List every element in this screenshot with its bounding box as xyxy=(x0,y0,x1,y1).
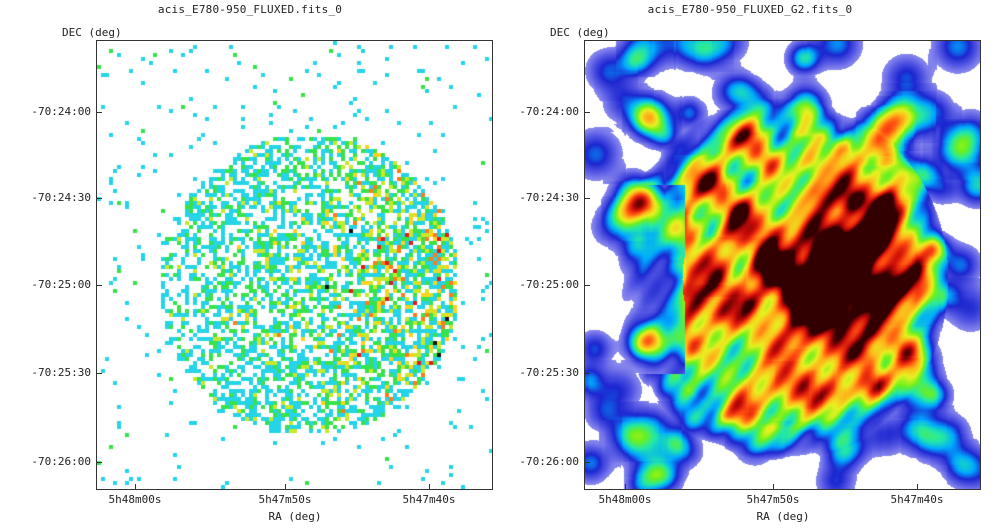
left-xtick-mark xyxy=(285,484,286,490)
right-xtick-label: 5h47m40s xyxy=(890,493,944,506)
right-panel-title: acis_E780-950_FLUXED_G2.fits_0 xyxy=(647,3,853,16)
right-xtick-mark xyxy=(773,484,774,490)
left-dec-axis-label: DEC (deg) xyxy=(62,26,122,39)
left-image-plot[interactable] xyxy=(96,40,493,490)
left-raw-image xyxy=(97,41,492,489)
left-ytick-mark xyxy=(96,285,102,286)
left-ytick-label: -70:24:00 xyxy=(31,105,91,118)
right-ytick-mark xyxy=(584,285,590,286)
left-ytick-label: -70:25:30 xyxy=(31,366,91,379)
right-ytick-mark xyxy=(584,198,590,199)
left-ytick-label: -70:25:00 xyxy=(31,278,91,291)
left-ytick-label: -70:24:30 xyxy=(31,191,91,204)
right-ytick-label: -70:26:00 xyxy=(519,455,579,468)
right-ytick-label: -70:24:00 xyxy=(519,105,579,118)
right-xtick-label: 5h47m50s xyxy=(746,493,800,506)
right-ytick-label: -70:25:00 xyxy=(519,278,579,291)
right-panel: acis_E780-950_FLUXED_G2.fits_0 DEC (deg)… xyxy=(500,0,1000,532)
left-ytick-mark xyxy=(96,373,102,374)
left-ytick-mark xyxy=(96,112,102,113)
right-xtick-label: 5h48m00s xyxy=(598,493,652,506)
right-ytick-label: -70:25:30 xyxy=(519,366,579,379)
left-ytick-label: -70:26:00 xyxy=(31,455,91,468)
left-xtick-label: 5h48m00s xyxy=(108,493,162,506)
left-xtick-label: 5h47m50s xyxy=(258,493,312,506)
left-ra-axis-label: RA (deg) xyxy=(268,510,322,523)
left-panel-title: acis_E780-950_FLUXED.fits_0 xyxy=(157,3,343,16)
left-xtick-mark xyxy=(429,484,430,490)
right-ytick-mark xyxy=(584,373,590,374)
right-ytick-mark xyxy=(584,462,590,463)
right-ra-axis-label: RA (deg) xyxy=(756,510,810,523)
right-image-plot[interactable] xyxy=(584,40,981,490)
left-ytick-mark xyxy=(96,462,102,463)
left-panel: acis_E780-950_FLUXED.fits_0 DEC (deg) -7… xyxy=(31,3,493,523)
right-xtick-mark xyxy=(625,484,626,490)
right-xtick-mark xyxy=(917,484,918,490)
left-xtick-label: 5h47m40s xyxy=(402,493,456,506)
right-dec-axis-label: DEC (deg) xyxy=(550,26,610,39)
right-ytick-mark xyxy=(584,112,590,113)
right-smoothed-image xyxy=(585,41,980,489)
left-xtick-mark xyxy=(135,484,136,490)
right-ytick-label: -70:24:30 xyxy=(519,191,579,204)
left-ytick-mark xyxy=(96,198,102,199)
